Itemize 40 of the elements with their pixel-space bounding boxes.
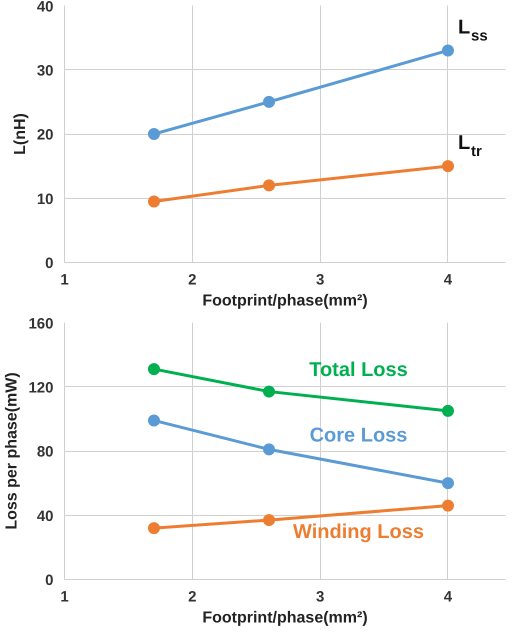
x-tick-label: 1 (60, 588, 69, 606)
point (442, 477, 454, 490)
y-tick-label: 10 (36, 190, 54, 208)
x-tick-label: 3 (316, 272, 324, 288)
point (442, 500, 454, 512)
point (442, 160, 454, 172)
x-tick-label: 4 (444, 588, 453, 606)
series-label: Total Loss (309, 359, 408, 382)
point (263, 386, 276, 398)
y-tick-label: 40 (36, 508, 54, 525)
y-tick-label: 20 (36, 126, 54, 144)
point (148, 195, 160, 208)
y-tick-label: 30 (36, 62, 54, 80)
y-axis-title: L(nH) (12, 113, 29, 155)
x-tick-label: 2 (188, 272, 196, 288)
point (148, 522, 160, 534)
y-tick-label: 0 (45, 255, 54, 272)
point (442, 404, 454, 417)
y-axis-title: Loss per phase(mW) (3, 372, 20, 530)
y-tick-label: 0 (45, 572, 54, 589)
series-label: Winding Loss (293, 520, 424, 543)
point (263, 443, 276, 456)
x-axis-title: Footprint/phase(mm²) (202, 610, 368, 626)
x-tick-label: 4 (444, 272, 453, 288)
y-tick-label: 80 (36, 444, 54, 460)
point (263, 179, 276, 192)
x-axis-title: Footprint/phase(mm²) (202, 292, 368, 310)
point (442, 44, 454, 56)
x-tick-label: 3 (316, 588, 324, 606)
point (148, 363, 160, 376)
y-tick-label: 40 (36, 0, 54, 16)
point (263, 96, 276, 108)
series-label: Core Loss (310, 424, 408, 446)
y-tick-label: 120 (28, 379, 54, 396)
point (148, 414, 160, 426)
x-tick-label: 2 (188, 588, 196, 606)
point (263, 514, 276, 526)
x-tick-label: 1 (60, 272, 69, 288)
y-tick-label: 160 (28, 316, 54, 332)
point (148, 128, 160, 140)
